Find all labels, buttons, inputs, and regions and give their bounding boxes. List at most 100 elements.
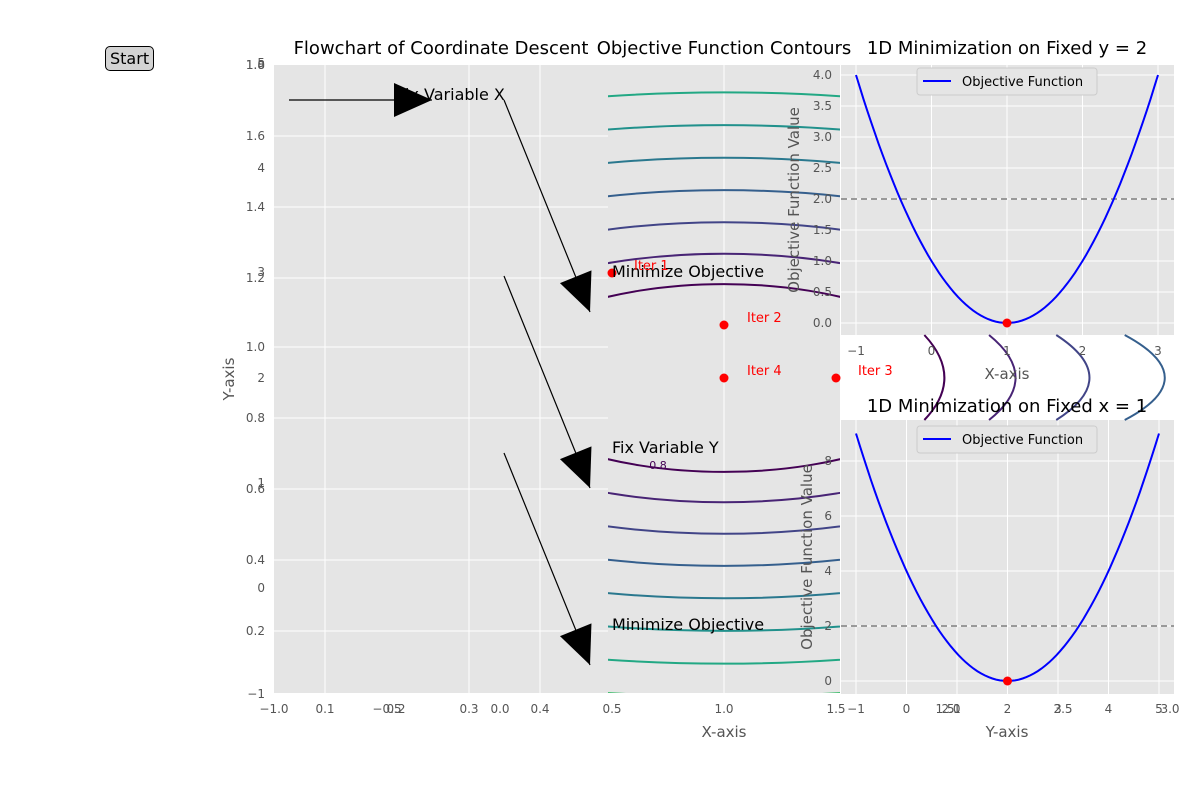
contour-arc-right — [1124, 334, 1166, 421]
contour-level — [608, 91, 840, 665]
x-tick-label: 3 — [1154, 344, 1162, 358]
x-tick-label: −1 — [847, 344, 865, 358]
iteration-label: Iter 3 — [858, 364, 893, 379]
flowchart-node: Fix Variable Y — [612, 438, 719, 457]
contour-arc-right — [1055, 334, 1091, 421]
line-ylabel-y2: Objective Function Value — [785, 107, 803, 293]
arrow-fix-x-to-minimize-shaft — [503, 99, 591, 313]
y-tick-label: 2 — [824, 619, 832, 633]
x-tick-label: 0 — [928, 344, 936, 358]
iteration-point — [719, 373, 729, 383]
y-tick-label: 1.0 — [813, 254, 832, 268]
legend-box — [916, 425, 1098, 454]
line-grid-x1 — [841, 420, 1174, 694]
y-tick-label: 1.5 — [813, 223, 832, 237]
contour-lines-right — [923, 334, 1166, 421]
x-tick-label: 1 — [1003, 344, 1011, 358]
y-tick-label: 0.5 — [813, 285, 832, 299]
y-tick-label: 1.0 — [246, 340, 265, 354]
iteration-label: Iter 4 — [747, 364, 782, 379]
y-tick-label: 0.6 — [246, 482, 265, 496]
y-tick-label: 1.2 — [246, 271, 265, 285]
line-xlabel-x1: Y-axis — [985, 723, 1029, 741]
arrow-minimize-to-fix-y-shaft — [503, 275, 591, 489]
x-tick-label: −1 — [847, 702, 865, 716]
y-tick-label: 2.0 — [813, 192, 832, 206]
minimum-point — [1003, 676, 1012, 686]
x-tick-label: 1.0 — [714, 702, 733, 716]
contour-level — [608, 283, 840, 473]
x-tick-label: 0.0 — [490, 702, 509, 716]
x-tick-label: 0 — [903, 702, 911, 716]
y-tick-label: −1 — [247, 687, 265, 701]
y-tick-label: 2.5 — [813, 161, 832, 175]
legend-label: Objective Function — [962, 75, 1083, 90]
y-tick-label: 5 — [257, 56, 265, 70]
minimum-point — [1002, 318, 1012, 328]
arrow-fix-y-to-minimize-head — [559, 623, 592, 665]
chart-marks — [289, 67, 1174, 686]
contour-arc-right — [923, 334, 946, 421]
arrow-fix-y-to-minimize-shaft — [503, 452, 591, 666]
contour-level — [608, 156, 840, 600]
iteration-point — [607, 268, 617, 278]
contour-level — [608, 221, 840, 535]
y-tick-label: 0 — [257, 581, 265, 595]
x-tick-label: 1 — [953, 702, 961, 716]
x-tick-label: 3.0 — [1160, 702, 1179, 716]
y-tick-label: 1.4 — [246, 200, 265, 214]
y-tick-label: 3 — [257, 265, 265, 279]
x-tick-label: 0.1 — [315, 702, 334, 716]
flowchart-node: Minimize Objective — [612, 615, 764, 634]
x-tick-label: 0.3 — [459, 702, 478, 716]
x-tick-label: 4 — [1105, 702, 1113, 716]
start-node: Start — [105, 46, 155, 71]
arrow-fix-x-to-minimize-head — [559, 270, 592, 312]
flowchart-axes — [274, 65, 608, 693]
contour-level — [608, 189, 840, 567]
x-tick-label: 3 — [1054, 702, 1062, 716]
line-ylabel-x1: Objective Function Value — [798, 464, 816, 650]
x-tick-label: 2 — [1004, 702, 1012, 716]
contour-arc-right — [988, 334, 1017, 421]
y-tick-label: 1.0 — [246, 58, 265, 72]
line-title-y2: 1D Minimization on Fixed y = 2 — [867, 38, 1147, 59]
line-title-x1: 1D Minimization on Fixed x = 1 — [867, 396, 1147, 417]
iteration-point — [831, 373, 841, 383]
y-tick-label: 6 — [824, 509, 832, 523]
arrow-start-to-fix-x-head — [394, 83, 432, 117]
y-tick-label: 3.0 — [813, 130, 832, 144]
x-tick-label: −0.5 — [372, 702, 401, 716]
flowchart-node: Fix Variable X — [397, 85, 505, 104]
iteration-label: Iter 2 — [747, 311, 782, 326]
y-tick-label: 2 — [257, 371, 265, 385]
y-tick-label: 0 — [824, 674, 832, 688]
contour-label: 0.8 — [649, 459, 667, 472]
x-tick-label: 2 — [1079, 344, 1087, 358]
y-tick-label: 0.2 — [246, 624, 265, 638]
y-tick-label: 4 — [824, 564, 832, 578]
iteration-point — [719, 320, 729, 330]
y-tick-label: 0.4 — [246, 553, 265, 567]
y-tick-label: 0.8 — [246, 411, 265, 425]
flowchart-grid — [274, 65, 608, 693]
flowchart-title: Flowchart of Coordinate Descent — [294, 38, 589, 59]
y-tick-label: 4.0 — [813, 68, 832, 82]
x-tick-label: 2.0 — [941, 702, 960, 716]
legend-label: Objective Function — [962, 433, 1083, 448]
line-xlabel-y2: X-axis — [985, 365, 1030, 383]
flowchart-ylabel: Y-axis — [220, 357, 238, 401]
x-tick-label: 5 — [1155, 702, 1163, 716]
contour-xlabel: X-axis — [702, 723, 747, 741]
y-tick-label: 3.5 — [813, 99, 832, 113]
x-tick-label: 1.5 — [826, 702, 845, 716]
contour-level — [608, 124, 840, 632]
y-tick-label: 0.0 — [813, 316, 832, 330]
x-tick-label: −1.0 — [259, 702, 288, 716]
y-tick-label: 1.8 — [246, 58, 265, 72]
flowchart-node: Minimize Objective — [612, 262, 764, 281]
legend-box — [916, 67, 1098, 96]
y-tick-label: 1.6 — [246, 129, 265, 143]
